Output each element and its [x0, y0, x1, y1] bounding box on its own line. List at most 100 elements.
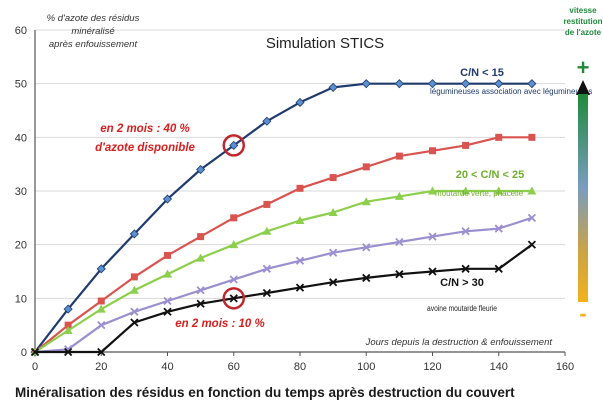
data-point: [295, 283, 305, 292]
data-point: [361, 79, 371, 89]
data-point: [96, 264, 106, 274]
data-point: [328, 207, 338, 216]
axes: [34, 30, 566, 356]
data-point: [130, 318, 139, 327]
speed-scale-title-line-3: de l'azote: [565, 28, 602, 37]
data-point: [429, 147, 436, 155]
data-point: [395, 270, 404, 279]
y-tick-label: 50: [15, 79, 27, 91]
data-point: [527, 213, 537, 222]
annotation-40-line-1: en 2 mois : 40 %: [100, 123, 189, 135]
data-point: [394, 191, 404, 200]
data-point: [130, 273, 138, 281]
data-point: [361, 197, 371, 206]
speed-scale-title-line-1: vitesse: [569, 6, 597, 15]
data-point: [328, 82, 338, 92]
y-tick-label: 20: [15, 240, 27, 252]
data-point: [428, 232, 437, 241]
data-point: [528, 133, 536, 141]
y-tick-label: 30: [15, 186, 27, 198]
data-point: [362, 163, 370, 171]
y-tick-label: 60: [15, 25, 27, 37]
legend-group-cn-15: C/N < 15: [460, 67, 504, 79]
data-point: [129, 285, 139, 294]
data-point: [295, 216, 305, 225]
data-point: [295, 97, 305, 108]
x-tick-label: 20: [95, 361, 107, 373]
legend-members-moutarde-verte: moutarde verte, phacélie: [435, 189, 524, 198]
data-point: [229, 294, 238, 303]
y-tick-label: 10: [15, 293, 27, 305]
data-point: [494, 186, 504, 195]
y-axis-label-line-1: % d'azote des résidus: [47, 13, 140, 24]
y-tick-label: 0: [21, 347, 27, 359]
series-0: [30, 79, 537, 357]
highlight-circle: [222, 287, 245, 310]
data-point: [394, 79, 404, 89]
chart-title: Simulation STICS: [266, 35, 384, 52]
data-point: [229, 140, 239, 150]
legend-members-avoine: avoine moutarde fleurie: [427, 304, 497, 313]
data-point: [494, 264, 503, 273]
data-point: [395, 152, 403, 160]
data-point: [163, 307, 172, 316]
data-point: [163, 269, 172, 278]
data-point: [295, 256, 305, 265]
data-point: [197, 233, 205, 241]
plus-icon: +: [577, 55, 590, 80]
data-point: [494, 224, 503, 233]
x-tick-label: 80: [294, 361, 306, 373]
data-point: [461, 227, 470, 236]
data-point: [328, 278, 338, 287]
series-line: [34, 82, 532, 353]
data-point: [462, 141, 470, 149]
data-point: [527, 79, 537, 89]
data-point: [362, 273, 371, 283]
minus-icon: -: [579, 301, 586, 326]
data-point: [63, 304, 73, 314]
data-point: [196, 164, 206, 175]
speed-gradient-bar: [578, 94, 588, 302]
data-point: [63, 347, 73, 357]
data-point: [130, 307, 139, 316]
data-point: [229, 240, 239, 249]
data-point: [362, 243, 371, 252]
highlight-circles: [222, 134, 245, 310]
data-point: [196, 286, 205, 295]
data-point: [129, 229, 139, 239]
x-tick-label: 40: [161, 361, 173, 373]
x-tick-label: 60: [228, 361, 240, 373]
data-point: [162, 194, 173, 204]
data-point: [461, 186, 471, 195]
series-layer: [30, 79, 537, 357]
series-line: [34, 189, 532, 353]
y-axis-label-line-3: après enfouissement: [49, 39, 138, 50]
legend-group-cn-20-25: 20 < C/N < 25: [456, 169, 525, 181]
data-point: [164, 251, 171, 259]
data-point: [527, 186, 537, 195]
data-point: [163, 296, 172, 306]
speed-scale: vitesse restitution de l'azote + -: [563, 6, 602, 326]
caption: Minéralisation des résidus en fonction d…: [15, 385, 515, 400]
series-line: [34, 216, 533, 354]
data-point: [427, 79, 438, 89]
data-point: [461, 79, 471, 89]
y-tick-label: 40: [15, 132, 27, 144]
x-tick-label: 0: [32, 361, 38, 373]
data-point: [196, 253, 206, 262]
series-line: [34, 136, 532, 353]
data-point: [30, 347, 40, 357]
data-point: [96, 304, 106, 313]
annotation-10: en 2 mois : 10 %: [175, 318, 264, 330]
data-point: [229, 275, 238, 284]
data-point: [63, 326, 73, 335]
x-tick-label: 160: [556, 361, 574, 373]
data-point: [64, 321, 72, 329]
data-point: [495, 133, 503, 141]
data-point: [494, 79, 504, 89]
data-point: [97, 321, 106, 330]
x-axis-label: Jours depuis la destruction & enfouissem…: [365, 337, 553, 348]
data-point: [196, 299, 205, 308]
